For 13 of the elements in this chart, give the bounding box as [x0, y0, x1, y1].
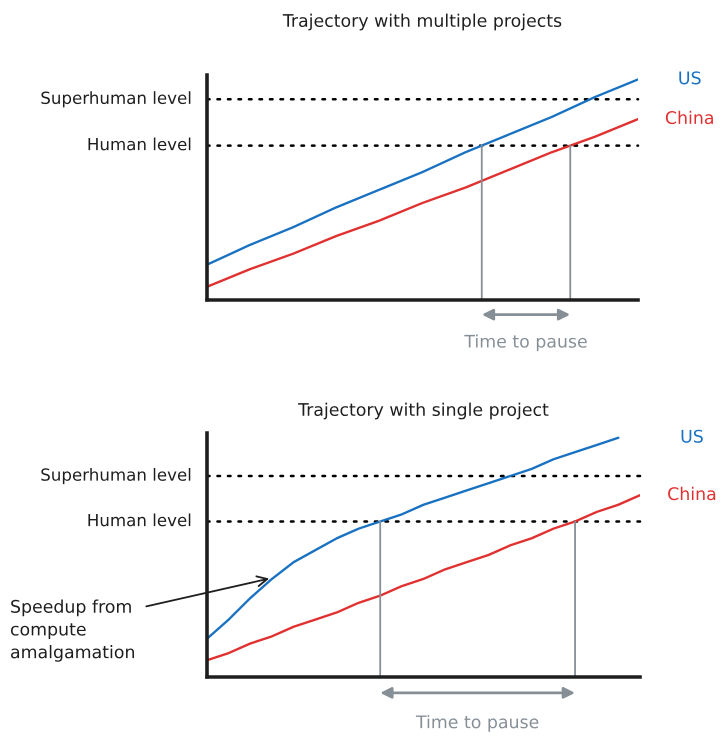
text: US	[679, 71, 701, 84]
series-label: China	[666, 110, 713, 124]
ref-line-label: Superhuman level	[41, 91, 190, 108]
ref-line-label: Human level	[88, 513, 190, 526]
text: Speedup from compute amalgamation	[10, 600, 134, 662]
text: Time to pause	[416, 714, 538, 732]
chart-title: Trajectory with single project	[298, 402, 548, 420]
text: US	[682, 430, 703, 443]
ref-line-label: Superhuman level	[41, 468, 190, 484]
ref-line-label: Human level	[88, 138, 190, 150]
text: Time to pause	[464, 334, 587, 352]
chart-title: Trajectory with multiple projects	[282, 14, 562, 30]
series-label: China	[668, 486, 716, 500]
